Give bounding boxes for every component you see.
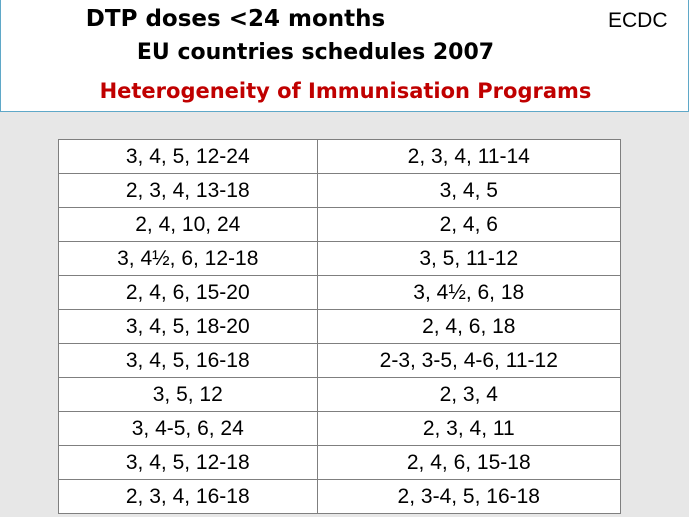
table-cell: 3, 4, 5, 12-18 (58, 445, 318, 480)
table-cell: 2, 4, 6 (316, 207, 622, 242)
table-cell: 2, 3, 4, 11 (316, 411, 622, 446)
table-cell: 2, 3, 4, 16-18 (58, 479, 318, 514)
table-cell: 3, 4, 5, 16-18 (58, 343, 318, 378)
table-row: 3, 4½, 6, 12-18 3, 5, 11-12 (58, 241, 622, 276)
table-row: 3, 4-5, 6, 24 2, 3, 4, 11 (58, 411, 622, 446)
table-cell: 2, 4, 6, 18 (316, 309, 622, 344)
table-cell: 2-3, 3-5, 4-6, 11-12 (316, 343, 622, 378)
table-row: 2, 4, 6, 15-20 3, 4½, 6, 18 (58, 275, 622, 310)
table-row: 2, 4, 10, 24 2, 4, 6 (58, 207, 622, 242)
schedule-table: 3, 4, 5, 12-24 2, 3, 4, 11-14 2, 3, 4, 1… (58, 139, 622, 514)
table-row: 2, 3, 4, 16-18 2, 3-4, 5, 16-18 (58, 479, 622, 514)
table-cell: 3, 4½, 6, 18 (316, 275, 622, 310)
table-row: 3, 4, 5, 18-20 2, 4, 6, 18 (58, 309, 622, 344)
table-cell: 2, 3-4, 5, 16-18 (316, 479, 622, 514)
table-cell: 2, 4, 6, 15-20 (58, 275, 318, 310)
table-cell: 2, 3, 4, 13-18 (58, 173, 318, 208)
title-line-1: DTP doses <24 months (85, 6, 386, 32)
table-cell: 3, 4, 5, 12-24 (58, 139, 318, 174)
table-cell: 2, 3, 4, 11-14 (316, 139, 622, 174)
table-row: 2, 3, 4, 13-18 3, 4, 5 (58, 173, 622, 208)
ecdc-brand-label: ECDC (608, 9, 668, 32)
slide-header: DTP doses <24 months EU countries schedu… (0, 0, 689, 112)
table-cell: 2, 4, 6, 15-18 (316, 445, 622, 480)
table-row: 3, 5, 12 2, 3, 4 (58, 377, 622, 412)
table-cell: 3, 4, 5, 18-20 (58, 309, 318, 344)
table-cell: 3, 4-5, 6, 24 (58, 411, 318, 446)
table-row: 3, 4, 5, 12-18 2, 4, 6, 15-18 (58, 445, 622, 480)
table-cell: 3, 5, 12 (58, 377, 318, 412)
table-cell: 2, 3, 4 (316, 377, 622, 412)
slide-content: 3, 4, 5, 12-24 2, 3, 4, 11-14 2, 3, 4, 1… (0, 112, 689, 517)
table-cell: 3, 4, 5 (316, 173, 622, 208)
table-row: 3, 4, 5, 16-18 2-3, 3-5, 4-6, 11-12 (58, 343, 622, 378)
table-cell: 3, 5, 11-12 (316, 241, 622, 276)
title-line-2: EU countries schedules 2007 (136, 40, 495, 65)
subtitle-heterogeneity: Heterogeneity of Immunisation Programs (99, 79, 592, 103)
table-row: 3, 4, 5, 12-24 2, 3, 4, 11-14 (58, 139, 622, 174)
table-cell: 3, 4½, 6, 12-18 (58, 241, 318, 276)
table-cell: 2, 4, 10, 24 (58, 207, 318, 242)
